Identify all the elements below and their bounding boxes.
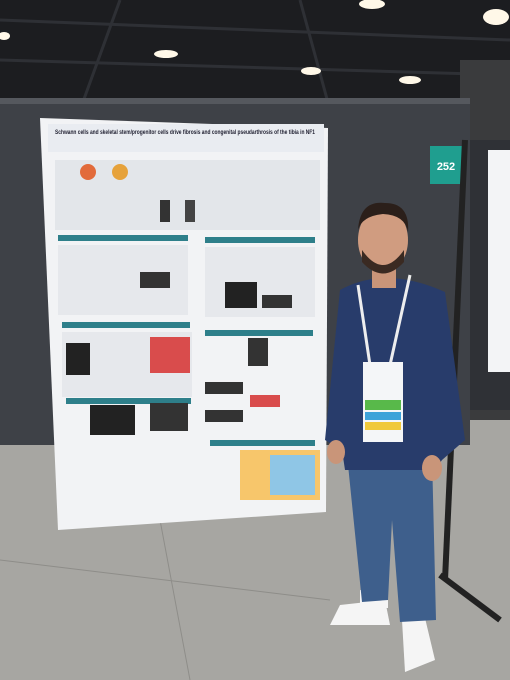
board-leg xyxy=(442,139,468,581)
poster-title: Schwann cells and skeletal stem/progenit… xyxy=(55,129,315,136)
board-number-tag xyxy=(430,146,462,184)
poster-figures xyxy=(55,160,320,500)
board-frame xyxy=(0,98,470,104)
person xyxy=(325,202,465,672)
ceiling-beams xyxy=(0,0,510,111)
neighbour-poster xyxy=(488,150,510,372)
board-number: 252 xyxy=(437,161,455,173)
floor-seams xyxy=(0,519,331,680)
poster-header xyxy=(48,124,324,152)
board-foot xyxy=(438,572,502,623)
ceiling-lights xyxy=(0,0,509,84)
